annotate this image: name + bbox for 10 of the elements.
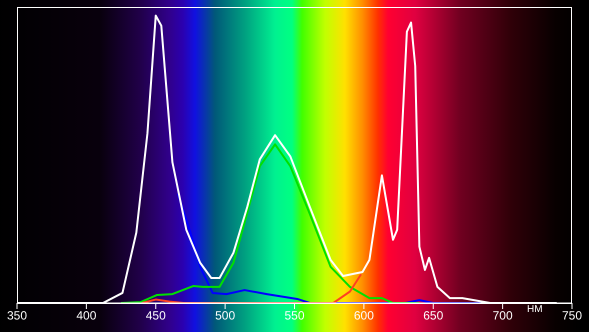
x-tick-label: 500 — [215, 308, 236, 323]
x-axis-title: НМ — [527, 304, 543, 315]
x-tick-label: 750 — [562, 308, 582, 323]
x-tick-label: 400 — [76, 308, 97, 323]
x-tick-label: 450 — [146, 308, 166, 323]
x-tick-label: 550 — [284, 308, 305, 323]
x-tick-label: 700 — [492, 308, 513, 323]
x-tick-label: 600 — [354, 308, 374, 323]
x-tick-label: 650 — [423, 308, 444, 323]
x-tick-label: 350 — [6, 308, 28, 323]
